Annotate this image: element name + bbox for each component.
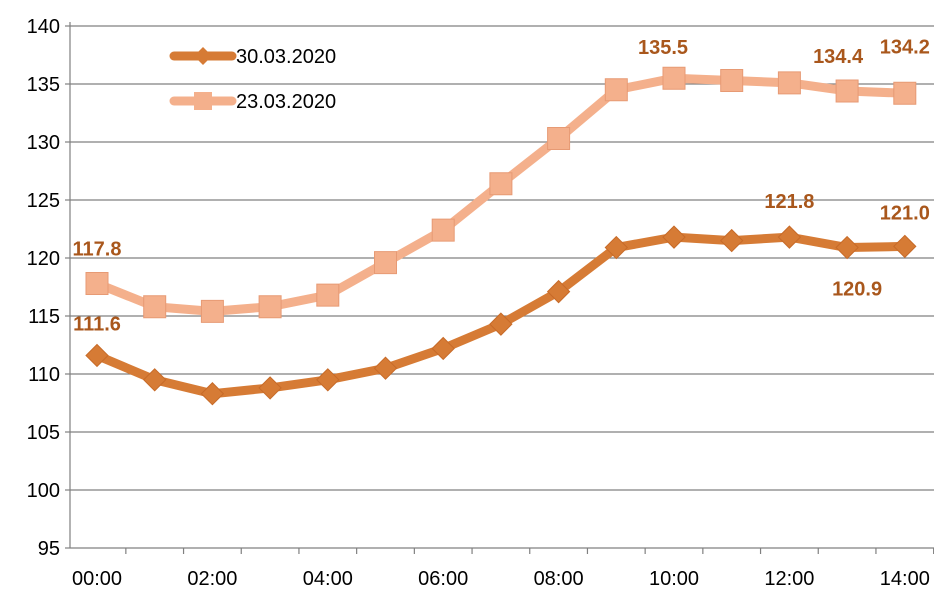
data-point-1	[835, 79, 859, 103]
data-label: 121.0	[880, 202, 930, 224]
data-point-0	[373, 356, 398, 380]
legend-label-series-0: 30.03.2020	[236, 46, 336, 68]
data-point-0	[662, 225, 686, 249]
y-tick-label: 130	[27, 132, 60, 154]
data-point-1	[200, 299, 224, 323]
data-point-1	[489, 172, 513, 196]
x-tick-label: 06:00	[418, 568, 468, 590]
data-label: 120.9	[832, 279, 882, 301]
data-point-0	[835, 235, 859, 260]
data-label: 121.8	[764, 191, 814, 213]
y-tick-label: 140	[27, 16, 60, 38]
data-label: 111.6	[73, 313, 121, 335]
series-0	[85, 225, 917, 406]
x-tick-label: 12:00	[764, 568, 814, 590]
data-point-1	[374, 251, 397, 275]
y-tick-label: 95	[38, 538, 60, 560]
data-point-0	[258, 376, 282, 400]
data-point-0	[85, 343, 109, 368]
data-point-1	[893, 81, 917, 105]
data-label: 117.8	[73, 239, 122, 261]
legend-label-series-1: 23.03.2020	[236, 91, 336, 113]
grid-lines	[65, 25, 934, 549]
y-axis-tick-labels: 95 100 105 110 115 120 125 130 135 140	[27, 16, 60, 560]
data-label: 135.5	[638, 37, 688, 59]
data-label: 134.2	[880, 36, 930, 58]
legend: 30.03.2020 23.03.2020	[169, 46, 336, 113]
data-point-0	[893, 234, 917, 259]
y-tick-label: 135	[27, 74, 60, 96]
y-tick-label: 125	[27, 190, 60, 212]
legend-marker-series-1	[194, 92, 212, 110]
data-point-0	[431, 336, 455, 361]
x-tick-label: 14:00	[880, 568, 930, 590]
data-point-0	[719, 228, 744, 253]
data-point-0	[777, 225, 802, 249]
data-point-0	[546, 279, 571, 304]
data-labels: 111.6 121.8 120.9 121.0 117.8 135.5 134.4 134.2	[73, 36, 930, 335]
data-point-1	[547, 127, 571, 151]
axes	[69, 22, 934, 554]
series-layer	[85, 66, 917, 406]
data-point-1	[431, 218, 455, 242]
data-point-0	[200, 382, 225, 406]
x-tick-label: 08:00	[534, 568, 584, 590]
data-point-1	[316, 283, 340, 307]
data-point-1	[720, 69, 744, 93]
legend-item-series-1: 23.03.2020	[169, 91, 336, 113]
data-point-1	[85, 272, 109, 296]
data-point-1	[143, 295, 167, 319]
data-point-0	[142, 368, 167, 392]
data-point-0	[489, 312, 513, 336]
x-tick-label: 02:00	[187, 568, 237, 590]
y-tick-label: 105	[27, 422, 60, 444]
data-point-1	[662, 66, 686, 90]
y-tick-label: 120	[27, 248, 60, 270]
legend-item-series-0: 30.03.2020	[169, 46, 336, 68]
y-tick-label: 115	[28, 306, 60, 328]
y-tick-label: 110	[28, 364, 60, 386]
x-tick-label: 00:00	[72, 568, 122, 590]
legend-marker-series-0	[194, 47, 212, 65]
x-axis-tick-labels: 00:00 02:00 04:00 06:00 08:00 10:00 12:00 14:00	[72, 568, 930, 590]
data-point-1	[604, 78, 628, 102]
series-1	[85, 66, 917, 323]
y-tick-label: 100	[27, 480, 60, 502]
data-point-0	[604, 235, 629, 260]
data-point-0	[316, 368, 340, 392]
x-tick-label: 10:00	[649, 568, 699, 590]
x-tick-label: 04:00	[303, 568, 353, 590]
data-point-1	[258, 295, 282, 319]
data-point-1	[777, 71, 801, 95]
data-label: 134.4	[813, 46, 864, 68]
